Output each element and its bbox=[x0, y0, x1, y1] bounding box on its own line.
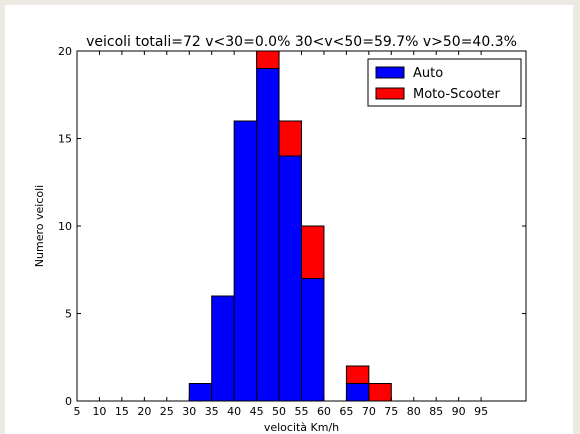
x-tick-label: 80 bbox=[407, 405, 421, 418]
y-axis-label: Numero veicoli bbox=[33, 185, 46, 267]
y-tick-label: 10 bbox=[58, 220, 72, 233]
bar-auto-40 bbox=[233, 120, 258, 402]
x-tick-label: 10 bbox=[92, 405, 106, 418]
chart-title: veicoli totali=72 v<30=0.0% 30<v<50=59.7… bbox=[86, 34, 517, 50]
bar-moto-scooter-50 bbox=[278, 120, 302, 157]
bar-auto-30 bbox=[188, 383, 213, 402]
x-tick-label: 55 bbox=[295, 405, 309, 418]
chart-figure: 5 10 15 20 25 30 35 40 45 50 55 60 65 70 75 80 85 90 95 0 5 1… bbox=[5, 5, 573, 434]
x-tick-label: 20 bbox=[137, 405, 151, 418]
bar-auto-45 bbox=[256, 68, 280, 402]
x-tick-label: 75 bbox=[384, 405, 398, 418]
x-tick-label: 60 bbox=[317, 405, 331, 418]
x-tick-label: 30 bbox=[182, 405, 196, 418]
bar-moto-scooter-55 bbox=[301, 225, 325, 279]
x-tick-label: 50 bbox=[272, 405, 286, 418]
x-axis-label: velocità Km/h bbox=[264, 421, 339, 434]
y-tick-label: 0 bbox=[65, 395, 72, 408]
legend-swatch-moto-scooter bbox=[375, 87, 405, 100]
y-tick-label: 5 bbox=[65, 308, 72, 321]
bar-moto-scooter-65 bbox=[345, 365, 370, 384]
ticks-group: 5 10 15 20 25 30 35 40 45 50 55 60 65 70 75 80 85 90 95051… bbox=[58, 45, 526, 418]
legend-label-moto-scooter: Moto-Scooter bbox=[413, 87, 501, 102]
x-tick-label: 70 bbox=[362, 405, 376, 418]
x-tick-label: 45 bbox=[250, 405, 264, 418]
x-tick-label: 95 bbox=[474, 405, 488, 418]
legend-swatch-auto bbox=[375, 66, 405, 79]
x-tick-label: 85 bbox=[429, 405, 443, 418]
x-tick-label: 65 bbox=[339, 405, 353, 418]
y-tick-label: 15 bbox=[58, 133, 72, 146]
bar-moto-scooter-45 bbox=[256, 50, 280, 69]
x-tick-label: 5 bbox=[74, 405, 81, 418]
x-tick-label: 15 bbox=[115, 405, 129, 418]
bar-auto-50 bbox=[278, 155, 302, 402]
y-tick-label: 20 bbox=[58, 45, 72, 58]
bars-group bbox=[188, 50, 392, 402]
bar-auto-55 bbox=[301, 278, 325, 402]
legend-label-auto: Auto bbox=[413, 66, 443, 81]
bar-moto-scooter-70 bbox=[368, 383, 392, 402]
bar-auto-65 bbox=[345, 383, 370, 402]
x-tick-label: 35 bbox=[205, 405, 219, 418]
x-tick-label: 25 bbox=[160, 405, 174, 418]
x-tick-label: 90 bbox=[452, 405, 466, 418]
legend: Auto Moto-Scooter bbox=[367, 58, 522, 107]
bar-auto-35 bbox=[211, 295, 235, 402]
chart-svg: 5 10 15 20 25 30 35 40 45 50 55 60 65 70 75 80 85 90 95051… bbox=[33, 34, 527, 434]
x-tick-label: 40 bbox=[227, 405, 241, 418]
